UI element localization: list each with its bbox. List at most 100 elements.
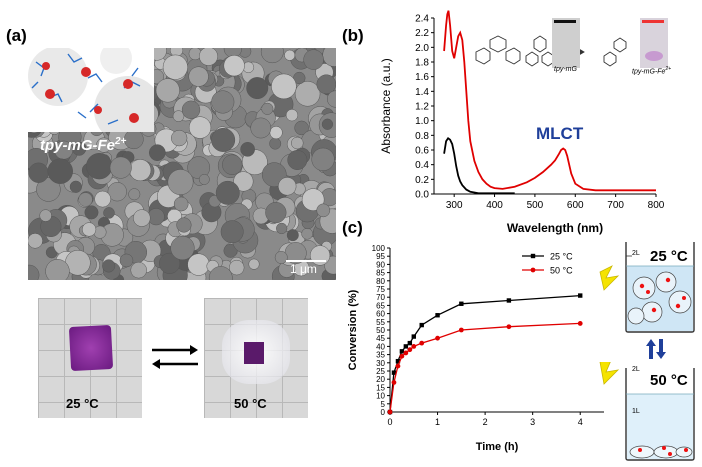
- y-tick-label: 50: [376, 326, 385, 335]
- sem-particle: [287, 150, 308, 170]
- sem-inset-label-sup: 2+: [115, 136, 127, 147]
- y-tick-label: 35: [376, 351, 385, 360]
- sem-particle: [321, 118, 334, 130]
- y-tick-label: 25: [376, 367, 385, 376]
- sem-particle: [187, 253, 210, 276]
- beaker-top-icon: [599, 242, 695, 333]
- sem-particle: [199, 48, 218, 66]
- data-point-25-c: [395, 358, 401, 364]
- legend-label-25-c: 25 °C: [550, 252, 573, 262]
- structure-inset: tpy-mG tpy-mG-Fe2+: [460, 12, 671, 76]
- sem-particle: [269, 126, 283, 140]
- y-tick-label: 80: [376, 277, 385, 286]
- purple-gel: [68, 324, 114, 372]
- struct-right-text: tpy-mG-Fe: [632, 68, 666, 76]
- sem-particle: [301, 188, 325, 211]
- y-axis-title: Conversion (%): [347, 289, 359, 370]
- y-tick-label: 30: [376, 359, 385, 368]
- x-tick-label: 700: [607, 200, 624, 211]
- panel-c-label: (c): [342, 218, 363, 237]
- x-tick-label: 1: [435, 417, 440, 427]
- data-point-25-c: [459, 301, 464, 306]
- x-axis-title: Wavelength (nm): [507, 221, 603, 235]
- sem-particle: [326, 90, 336, 108]
- data-point-50-c: [407, 347, 413, 353]
- y-tick-label: 0.4: [415, 160, 429, 171]
- sem-particle: [162, 54, 188, 80]
- y-tick-label: 1.4: [415, 87, 429, 98]
- y-tick-label: 0.2: [415, 175, 429, 186]
- sem-particle: [233, 171, 254, 192]
- sem-particle: [36, 177, 61, 202]
- legend-marker-25-c: [530, 253, 536, 259]
- sem-particle: [211, 127, 236, 152]
- sem-particle: [291, 136, 304, 150]
- purple-core: [244, 342, 264, 364]
- sem-particle: [316, 203, 331, 218]
- photo-50c: 50 °C: [204, 298, 308, 418]
- y-tick-label: 40: [376, 342, 385, 351]
- sem-particle: [240, 141, 255, 157]
- x-tick-label: 300: [446, 200, 463, 211]
- sem-particle: [286, 229, 299, 242]
- y-tick-label: 20: [376, 375, 385, 384]
- sem-particle: [284, 49, 296, 61]
- x-tick-label: 400: [486, 200, 503, 211]
- sem-particle: [278, 177, 297, 196]
- sem-particle: [28, 264, 40, 280]
- sem-particle: [246, 77, 269, 100]
- sem-particle: [187, 156, 211, 179]
- y-tick-label: 10: [376, 392, 385, 401]
- molecule-cartoon-icon: [28, 48, 162, 144]
- exchange-arrows: [646, 338, 666, 360]
- sem-particle: [84, 205, 99, 220]
- sem-particle: [293, 71, 306, 85]
- sem-inset: [28, 48, 162, 144]
- sem-particle: [28, 233, 43, 249]
- sem-particle: [86, 153, 113, 180]
- sem-particle: [124, 129, 144, 150]
- sem-particle: [222, 154, 243, 175]
- sem-particle: [294, 120, 309, 136]
- y-tick-label: 100: [372, 244, 386, 253]
- y-tick-label: 60: [376, 310, 385, 319]
- series-line-tpy-mg: [443, 137, 515, 195]
- data-point-50-c: [395, 363, 401, 369]
- sem-particle: [269, 137, 282, 150]
- scale-bar-label: 1 μm: [290, 262, 317, 276]
- y-tick-label: 90: [376, 260, 385, 269]
- data-point-25-c: [419, 322, 424, 328]
- sem-particle: [171, 129, 188, 147]
- sem-particle: [102, 259, 116, 273]
- sem-particle: [220, 220, 244, 244]
- y-tick-label: 85: [376, 269, 385, 278]
- sem-particle: [316, 74, 336, 95]
- data-point-50-c: [411, 344, 417, 349]
- y-tick-label: 0.8: [415, 131, 429, 142]
- x-tick-label: 2: [483, 417, 488, 427]
- y-axis-title: Absorbance (a.u.): [379, 58, 393, 153]
- y-tick-label: 5: [381, 400, 386, 409]
- legend-label-50-c: 50 °C: [550, 266, 573, 276]
- sem-particle: [229, 259, 245, 276]
- photo-25c: 25 °C: [38, 298, 142, 418]
- beaker-bottom-vol: 2L: [632, 366, 640, 373]
- sem-particle: [274, 251, 288, 264]
- sem-particle: [250, 117, 272, 139]
- sem-particle: [215, 180, 240, 205]
- sem-particle: [45, 259, 70, 280]
- sem-particle: [181, 100, 201, 119]
- sem-particle: [211, 90, 235, 114]
- sem-particle: [159, 252, 181, 274]
- sem-particle: [223, 55, 245, 77]
- sem-particle: [285, 109, 299, 122]
- series-line-50-c: [389, 322, 581, 413]
- x-tick-label: 4: [578, 417, 583, 427]
- x-tick-label: 500: [527, 200, 544, 211]
- y-tick-label: 2.0: [415, 43, 429, 54]
- sem-particle: [148, 144, 166, 162]
- sem-particle: [69, 180, 82, 193]
- sem-particle: [176, 217, 192, 233]
- data-point-25-c: [578, 293, 583, 298]
- data-point-50-c: [403, 350, 409, 356]
